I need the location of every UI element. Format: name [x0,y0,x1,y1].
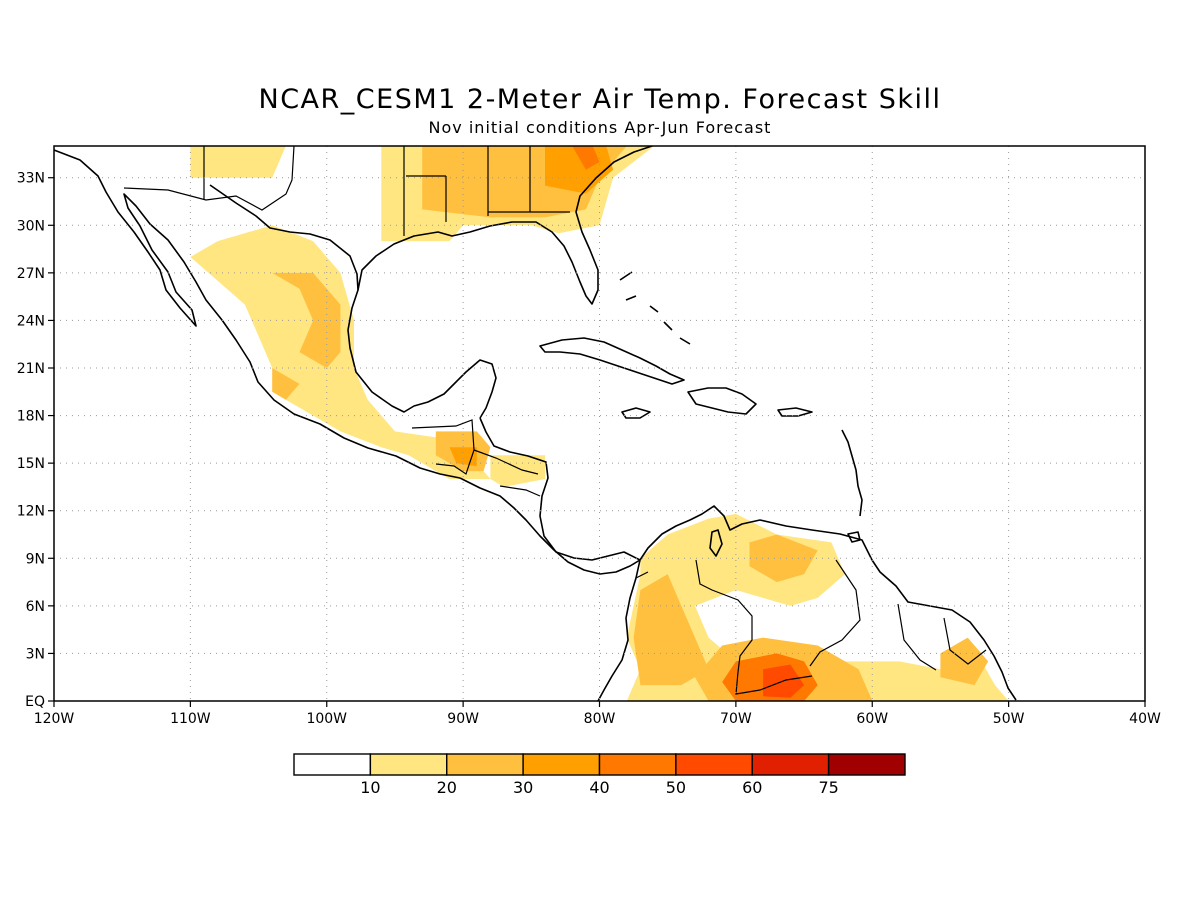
us-mexico-border [123,146,295,211]
baja-california [54,149,461,479]
trinidad [847,531,861,543]
central-america-caribbean [479,417,641,561]
colorbar-label: 20 [437,778,457,797]
colorbar-label: 10 [360,778,380,797]
colorbar-label: 50 [666,778,686,797]
y-tick-label: 15N [17,456,45,472]
jamaica [621,407,651,419]
latitude-axis: EQ 3N 6N 9N 12N 15N 18N 21N 24N 27N 30N 33N [17,171,54,710]
longitude-axis: 120W 110W 100W 90W 80W 70W 60W 50W 40W [34,701,1161,727]
skill-region-carolinas-peak [572,146,600,170]
lake-maracaibo [709,529,723,557]
skill-region-mexico-south [272,368,300,400]
colorbar-label: 75 [818,778,838,797]
y-tick-label: 6N [26,599,45,615]
colorbar-swatch [751,753,830,776]
colorbar-swatch [369,753,448,776]
central-america [459,477,641,575]
map-frame [53,145,1146,702]
y-tick-label: EQ [25,694,45,710]
y-tick-label: 9N [26,551,45,567]
venezuela-guyana-border [809,559,861,667]
skill-region-mexico-north [190,225,491,479]
colombia-brazil-border [735,671,813,695]
map-subtitle: Nov initial conditions Apr-Jun Forecast [428,118,772,137]
colorbar: 10 20 30 40 50 60 75 [293,753,906,797]
colombia-venezuela-border [695,559,753,673]
skill-region-mexico-central [272,272,341,368]
map-title: NCAR_CESM1 2-Meter Air Temp. Forecast Sk… [258,84,942,115]
skill-region-texas-west [190,146,286,178]
x-tick-label: 120W [34,711,75,727]
y-tick-label: 27N [17,266,45,282]
y-tick-label: 30N [17,218,45,234]
skill-region-colombia-core [633,574,709,686]
colorbar-swatch [522,753,601,776]
puerto-rico [777,407,813,417]
colorbar-swatch [675,753,753,776]
y-tick-label: 24N [17,313,45,329]
bahamas [619,271,691,345]
x-tick-label: 110W [170,711,211,727]
suriname-guiana-border [943,617,987,665]
skill-region-venezuela-north [749,534,818,583]
x-tick-label: 90W [447,711,479,727]
colorbar-swatch [293,753,372,776]
us-gulf-coast [357,146,653,305]
colorbar-label: 60 [742,778,762,797]
south-america-coast [639,505,1017,701]
cuba [539,337,685,385]
state-borders [403,146,570,236]
hispaniola [687,387,757,415]
gulf-coast [209,184,497,419]
y-tick-label: 18N [17,409,45,425]
colorbar-swatch [446,753,524,776]
country-borders [123,146,987,695]
y-tick-label: 33N [17,171,45,187]
y-tick-label: 3N [26,646,45,662]
map-grid [54,146,1145,701]
x-tick-label: 80W [584,711,616,727]
lesser-antilles [841,429,863,517]
honduras-border [473,449,539,475]
colorbar-swatch [598,753,677,776]
colorbar-label: 30 [513,778,533,797]
skill-region-honduras [490,455,545,487]
guyana-suriname-border [897,603,937,671]
x-tick-label: 60W [856,711,888,727]
y-tick-label: 21N [17,361,45,377]
panama-colombia-border [635,571,649,579]
colorbar-swatch [827,753,906,776]
x-tick-label: 70W [720,711,752,727]
coastlines [54,146,1017,701]
y-tick-label: 12N [17,504,45,520]
x-tick-label: 100W [306,711,347,727]
colorbar-label: 40 [589,778,609,797]
nicaragua-border [499,485,541,497]
x-tick-label: 40W [1129,711,1161,727]
x-tick-label: 50W [993,711,1025,727]
south-america-west [597,559,641,701]
skill-shading [190,146,1009,701]
